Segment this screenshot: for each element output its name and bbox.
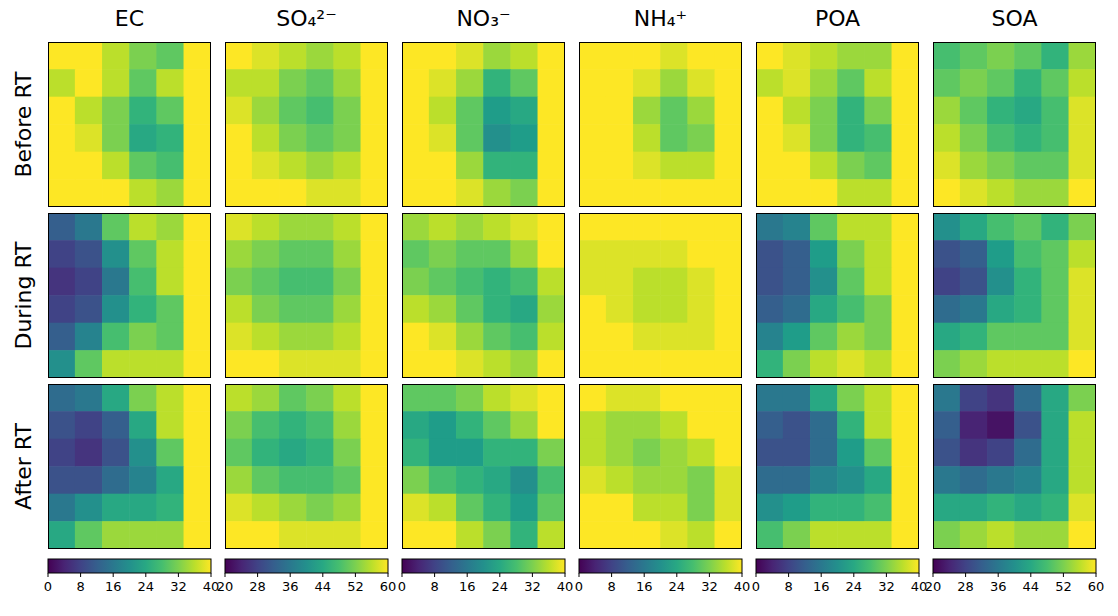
svg-text:24: 24 bbox=[492, 579, 509, 594]
svg-text:32: 32 bbox=[524, 579, 541, 594]
html-text:During RT: During RT bbox=[10, 241, 36, 350]
html-text:NO₃⁻: NO₃⁻ bbox=[456, 6, 511, 31]
svg-text:52: 52 bbox=[1055, 579, 1072, 594]
svg-text:36: 36 bbox=[990, 579, 1007, 594]
html-text:After RT: After RT bbox=[10, 423, 36, 510]
html-text:SO₄²⁻: SO₄²⁻ bbox=[276, 6, 337, 31]
svg-text:32: 32 bbox=[701, 579, 718, 594]
svg-text:8: 8 bbox=[430, 579, 438, 594]
html-text:POA: POA bbox=[814, 6, 861, 31]
svg-text:16: 16 bbox=[813, 579, 830, 594]
svg-text:16: 16 bbox=[105, 579, 122, 594]
svg-text:0: 0 bbox=[398, 579, 406, 594]
svg-text:8: 8 bbox=[607, 579, 615, 594]
svg-text:44: 44 bbox=[1023, 579, 1040, 594]
svg-text:8: 8 bbox=[76, 579, 84, 594]
svg-text:40: 40 bbox=[202, 579, 220, 594]
html-text:NH₄⁺: NH₄⁺ bbox=[633, 6, 688, 31]
svg-text:20: 20 bbox=[925, 579, 942, 594]
svg-text:0: 0 bbox=[575, 579, 583, 594]
svg-text:24: 24 bbox=[846, 579, 863, 594]
svg-text:28: 28 bbox=[957, 579, 974, 594]
html-text:EC: EC bbox=[114, 6, 145, 31]
svg-text:60: 60 bbox=[1088, 579, 1105, 594]
svg-text:8: 8 bbox=[784, 579, 792, 594]
html-text:Before RT: Before RT bbox=[10, 71, 36, 178]
svg-text:28: 28 bbox=[249, 579, 266, 594]
html-text:SOA: SOA bbox=[991, 6, 1038, 31]
svg-text:0: 0 bbox=[752, 579, 760, 594]
svg-text:40: 40 bbox=[557, 579, 574, 594]
svg-text:36: 36 bbox=[282, 579, 299, 594]
svg-text:40: 40 bbox=[910, 579, 928, 594]
svg-text:24: 24 bbox=[669, 579, 686, 594]
svg-text:52: 52 bbox=[347, 579, 364, 594]
svg-text:60: 60 bbox=[380, 579, 397, 594]
svg-text:16: 16 bbox=[459, 579, 476, 594]
svg-text:0: 0 bbox=[44, 579, 52, 594]
svg-text:16: 16 bbox=[636, 579, 653, 594]
svg-text:44: 44 bbox=[315, 579, 332, 594]
svg-text:32: 32 bbox=[170, 579, 187, 594]
svg-text:24: 24 bbox=[138, 579, 155, 594]
svg-text:40: 40 bbox=[734, 579, 751, 594]
svg-text:20: 20 bbox=[217, 579, 234, 594]
svg-text:32: 32 bbox=[878, 579, 895, 594]
